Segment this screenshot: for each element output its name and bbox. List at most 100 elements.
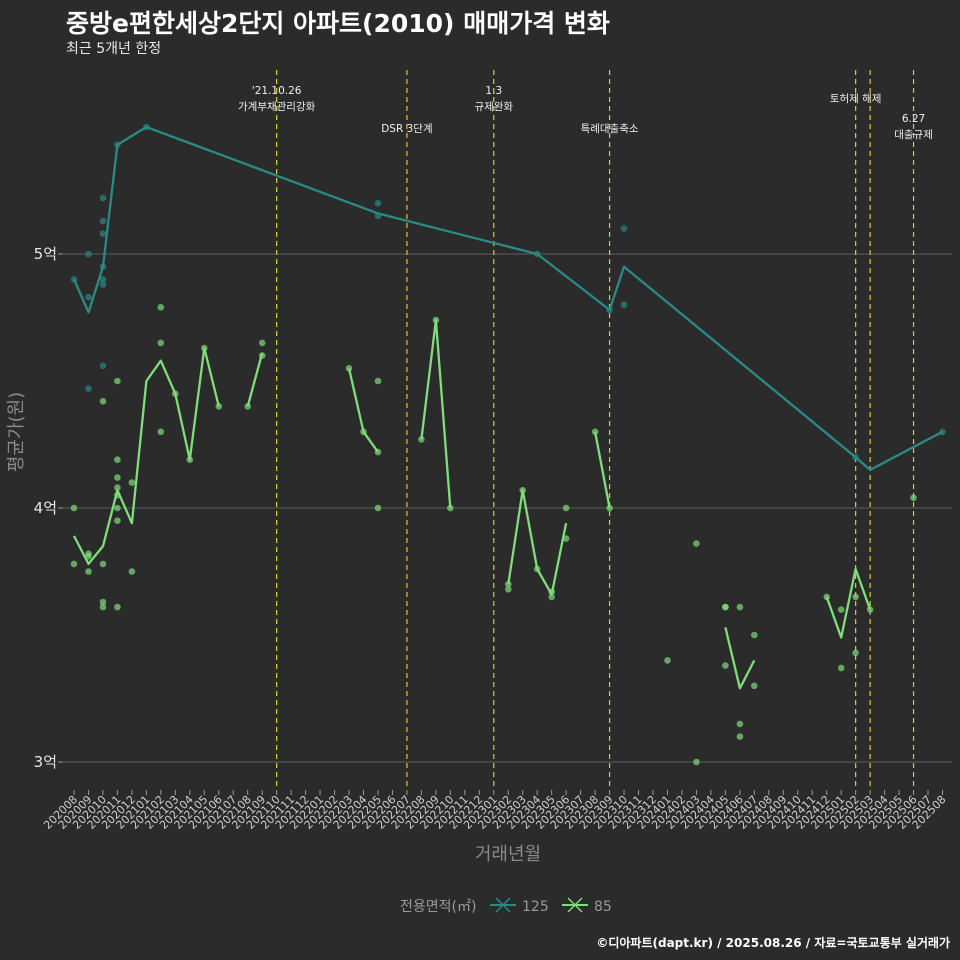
data-point-85 bbox=[736, 720, 744, 728]
data-point-85 bbox=[172, 390, 179, 398]
data-point-85 bbox=[114, 456, 121, 464]
data-point-125 bbox=[852, 453, 859, 461]
data-point-85 bbox=[837, 606, 845, 613]
data-point-85 bbox=[70, 560, 78, 568]
data-point-125 bbox=[99, 362, 107, 370]
data-point-85 bbox=[664, 657, 671, 664]
data-point-85 bbox=[548, 588, 555, 596]
data-point-85 bbox=[751, 631, 758, 639]
legend-entry-125: 125 bbox=[490, 897, 549, 915]
data-point-85 bbox=[562, 535, 570, 542]
y-axis-ticks: 3억 4억 5억 bbox=[34, 245, 63, 771]
data-point-85 bbox=[722, 662, 729, 669]
series-line-85 bbox=[420, 318, 452, 509]
data-point-85 bbox=[186, 456, 194, 464]
data-point-85 bbox=[751, 682, 758, 690]
data-point-85 bbox=[693, 540, 700, 547]
series-line-85 bbox=[825, 567, 872, 639]
data-point-85 bbox=[128, 479, 136, 486]
chart-title: 중방e편한세상2단지 아파트(2010) 매매가격 변화 bbox=[66, 9, 610, 38]
data-point-125 bbox=[99, 217, 107, 225]
data-point-125 bbox=[99, 263, 107, 271]
data-point-125 bbox=[533, 250, 541, 258]
data-point-85 bbox=[606, 504, 613, 512]
event-label: 토허제 해제 bbox=[830, 92, 882, 105]
data-point-85 bbox=[852, 649, 859, 657]
data-point-85 bbox=[114, 603, 121, 611]
data-point-125 bbox=[114, 141, 121, 149]
legend-swatch-cross bbox=[567, 897, 583, 913]
data-point-85 bbox=[910, 494, 917, 502]
data-point-85 bbox=[114, 377, 121, 385]
x-axis-ticks: 2020082020092020102020112020122021012021… bbox=[41, 790, 949, 832]
data-point-125 bbox=[620, 225, 628, 232]
data-point-85 bbox=[533, 565, 541, 573]
y-tick-label: 4억 bbox=[34, 499, 57, 517]
data-point-85 bbox=[823, 593, 830, 601]
data-point-85 bbox=[562, 504, 570, 512]
data-point-85 bbox=[591, 428, 599, 436]
data-point-125 bbox=[620, 301, 628, 309]
data-point-125 bbox=[85, 250, 92, 258]
legend-swatch-cross bbox=[495, 897, 511, 913]
event-label: DSR 3단계 bbox=[381, 123, 432, 135]
data-point-85 bbox=[157, 304, 165, 311]
data-point-85 bbox=[70, 504, 78, 512]
data-point-125 bbox=[606, 306, 613, 314]
data-point-85 bbox=[99, 560, 107, 568]
data-point-125 bbox=[99, 281, 107, 288]
legend-label: 85 bbox=[594, 899, 612, 915]
data-point-85 bbox=[374, 448, 382, 456]
data-point-85 bbox=[548, 593, 555, 601]
data-point-85 bbox=[99, 598, 107, 606]
data-point-125 bbox=[143, 123, 150, 131]
data-point-85 bbox=[258, 339, 266, 347]
data-point-85 bbox=[505, 580, 512, 588]
series-line-85 bbox=[72, 346, 220, 566]
grid-lines bbox=[63, 253, 952, 763]
event-label: 가계부채관리강화 bbox=[238, 101, 316, 113]
data-point-85 bbox=[114, 492, 121, 499]
data-point-85 bbox=[360, 428, 367, 436]
data-point-85 bbox=[447, 504, 454, 512]
data-point-85 bbox=[114, 474, 121, 481]
event-label: 대출규제 bbox=[894, 129, 933, 141]
data-point-125 bbox=[939, 428, 946, 436]
data-point-85 bbox=[432, 316, 440, 324]
data-point-85 bbox=[114, 504, 121, 512]
legend: 전용면적(㎡) 125 85 bbox=[400, 897, 612, 915]
data-point-85 bbox=[837, 664, 845, 672]
data-point-85 bbox=[244, 403, 251, 410]
data-point-125 bbox=[85, 385, 92, 392]
data-point-85 bbox=[157, 339, 165, 347]
legend-label: 125 bbox=[522, 899, 549, 915]
data-point-125 bbox=[99, 276, 107, 283]
data-point-125 bbox=[70, 276, 78, 283]
series-lines bbox=[72, 125, 944, 690]
data-point-85 bbox=[736, 603, 744, 611]
data-point-85 bbox=[157, 428, 165, 436]
data-point-85 bbox=[418, 436, 425, 443]
data-point-85 bbox=[736, 733, 744, 740]
data-point-125 bbox=[374, 199, 382, 207]
data-point-85 bbox=[852, 593, 859, 601]
data-point-85 bbox=[258, 352, 266, 359]
x-axis-title: 거래년월 bbox=[475, 844, 541, 865]
series-points bbox=[70, 123, 946, 766]
series-line-85 bbox=[593, 431, 611, 509]
data-point-85 bbox=[866, 606, 874, 613]
data-point-85 bbox=[99, 603, 107, 611]
data-point-125 bbox=[85, 293, 92, 301]
data-point-85 bbox=[215, 403, 223, 410]
data-point-125 bbox=[374, 212, 382, 220]
event-label: 특례대출축소 bbox=[581, 123, 639, 135]
data-point-125 bbox=[99, 194, 107, 202]
data-point-85 bbox=[201, 344, 208, 352]
series-line-85 bbox=[724, 627, 756, 690]
data-point-85 bbox=[693, 758, 700, 766]
data-point-85 bbox=[374, 377, 382, 385]
y-axis-title: 평균가(원) bbox=[6, 392, 27, 472]
data-point-85 bbox=[85, 553, 92, 560]
